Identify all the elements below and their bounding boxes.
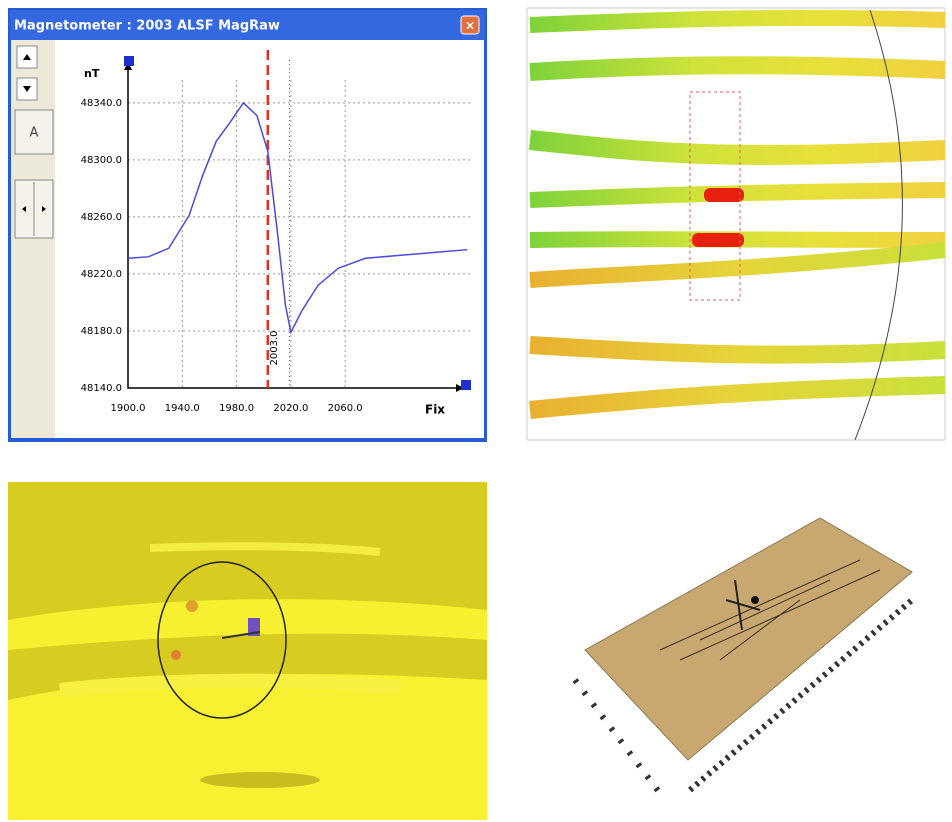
y-tick-label: 48140.0 <box>81 383 122 394</box>
surface-3d <box>527 482 945 820</box>
anomaly-map <box>8 482 487 820</box>
x-axis-handle[interactable] <box>461 380 471 390</box>
y-tick-label: 48340.0 <box>81 98 122 109</box>
y-tick-label: 48220.0 <box>81 269 122 280</box>
track-map <box>526 7 946 441</box>
x-tick-label: 1940.0 <box>165 403 200 414</box>
close-icon: × <box>465 19 475 33</box>
toolbar <box>11 40 55 438</box>
y-tick-label: 48180.0 <box>81 326 122 337</box>
title-bar <box>10 10 485 40</box>
auto-button[interactable] <box>14 109 54 155</box>
close-button[interactable] <box>460 15 480 35</box>
x-tick-label: 2020.0 <box>273 403 308 414</box>
x-tick-label: 1980.0 <box>219 403 254 414</box>
x-axis-label: Fix <box>425 403 445 417</box>
window-title: Magnetometer : 2003 ALSF MagRaw <box>14 19 280 34</box>
y-tick-label: 48260.0 <box>81 212 122 223</box>
button-label: A <box>30 126 39 141</box>
y-axis-handle[interactable] <box>124 56 134 66</box>
down-icon <box>23 86 31 92</box>
axes <box>127 66 460 389</box>
y-tick-label: 48300.0 <box>81 155 122 166</box>
data-line <box>127 101 468 335</box>
up-icon <box>23 54 31 60</box>
x-tick-label: 1900.0 <box>111 403 146 414</box>
y-axis-label: nT <box>84 67 100 80</box>
cursor-label: 2003.0 <box>269 331 280 366</box>
x-tick-label: 2060.0 <box>328 403 363 414</box>
